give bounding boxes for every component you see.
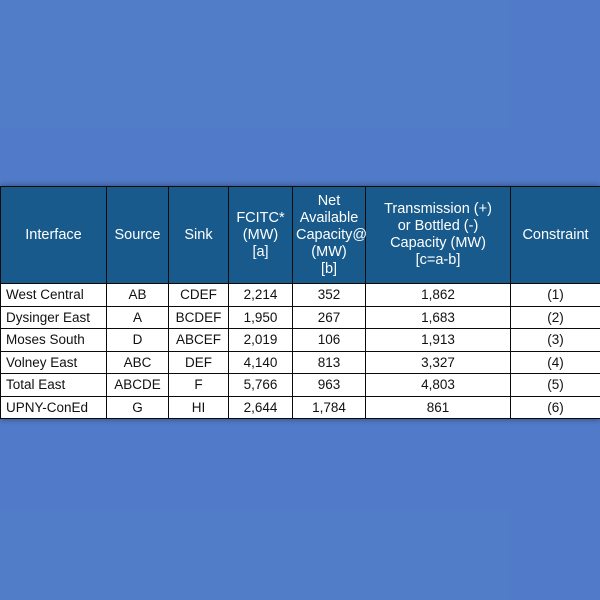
cell-interface: UPNY-ConEd: [0, 395, 107, 419]
cell-sink: CDEF: [168, 283, 229, 307]
cell-sink: DEF: [168, 350, 229, 374]
cell-source: ABCDE: [106, 373, 169, 397]
cell-fcitc: 2,214: [228, 283, 293, 307]
cell-source: AB: [106, 283, 169, 307]
header-text-line: [a]: [252, 243, 269, 260]
cell-source: D: [106, 328, 169, 352]
cell-transmission-capacity: 1,862: [365, 283, 511, 307]
cell-source: ABC: [106, 350, 169, 374]
cell-interface: Total East: [0, 373, 107, 397]
cell-fcitc: 1,950: [228, 305, 293, 329]
cell-net-available-capacity: 352: [292, 283, 366, 307]
cell-net-available-capacity: 963: [292, 373, 366, 397]
header-text-line: Constraint: [522, 226, 589, 243]
table-row: Total East ABCDE F 5,766 963 4,803 (5): [0, 373, 600, 397]
cell-net-available-capacity: 106: [292, 328, 366, 352]
header-text-line: or Bottled (-): [397, 218, 479, 234]
column-header-constraint: Constraint: [510, 186, 600, 284]
header-text-line: Source: [114, 226, 161, 243]
table-header-row: Interface Source Sink FCITC* (MW) [a] Net Avail…: [0, 186, 600, 284]
cell-net-available-capacity: 267: [292, 305, 366, 329]
table-row: Volney East ABC DEF 4,140 813 3,327 (4): [0, 350, 600, 374]
column-header-transmission-capacity: Transmission (+) or Bottled (-) Capacity (…: [365, 186, 511, 284]
header-text-line: [c=a-b]: [415, 252, 461, 268]
column-header-sink: Sink: [168, 186, 229, 284]
header-text-line: Available: [299, 209, 359, 226]
cell-fcitc: 2,019: [228, 328, 293, 352]
cell-transmission-capacity: 1,683: [365, 305, 511, 329]
cell-fcitc: 4,140: [228, 350, 293, 374]
cell-interface: Moses South: [0, 328, 107, 352]
header-text-line: Capacity@: [296, 226, 368, 243]
header-text-line: Sink: [184, 226, 213, 243]
header-text-line: (MW): [311, 243, 347, 260]
header-text-line: (MW): [242, 226, 279, 243]
cell-constraint: (6): [510, 395, 600, 419]
cell-interface: West Central: [0, 283, 107, 307]
cell-interface: Volney East: [0, 350, 107, 374]
cell-net-available-capacity: 1,784: [292, 395, 366, 419]
header-text-line: Net: [317, 192, 341, 209]
table-card: Interface Source Sink FCITC* (MW) [a] Net Avail…: [0, 186, 600, 419]
column-header-net-available-capacity: Net Available Capacity@ (MW) [b]: [292, 186, 368, 284]
cell-constraint: (4): [510, 350, 600, 374]
table-row: West Central AB CDEF 2,214 352 1,862 (1): [0, 283, 600, 307]
cell-constraint: (3): [510, 328, 600, 352]
cell-sink: BCDEF: [168, 305, 229, 329]
cell-constraint: (1): [510, 283, 600, 307]
cell-interface: Dysinger East: [0, 305, 107, 329]
header-text-line: [b]: [320, 260, 338, 277]
cell-source: A: [106, 305, 169, 329]
table-body: West Central AB CDEF 2,214 352 1,862 (1) Dysing…: [0, 283, 600, 419]
header-text-line: FCITC*: [236, 209, 285, 226]
cell-net-available-capacity: 813: [292, 350, 366, 374]
header-text-line: Transmission (+): [384, 201, 492, 217]
cell-fcitc: 2,644: [228, 395, 293, 419]
cell-transmission-capacity: 4,803: [365, 373, 511, 397]
column-header-interface: Interface: [0, 186, 107, 284]
interface-capacity-table: Interface Source Sink FCITC* (MW) [a] Net Avail…: [0, 186, 600, 419]
header-text-line: Interface: [25, 226, 82, 243]
cell-transmission-capacity: 1,913: [365, 328, 511, 352]
cell-sink: HI: [168, 395, 229, 419]
header-text-line: Capacity (MW): [390, 235, 486, 251]
cell-transmission-capacity: 861: [365, 395, 511, 419]
table-row: Dysinger East A BCDEF 1,950 267 1,683 (2): [0, 305, 600, 329]
column-header-source: Source: [106, 186, 169, 284]
cell-transmission-capacity: 3,327: [365, 350, 511, 374]
table-row: Moses South D ABCEF 2,019 106 1,913 (3): [0, 328, 600, 352]
cell-source: G: [106, 395, 169, 419]
column-header-fcitc: FCITC* (MW) [a]: [228, 186, 293, 284]
table-row: UPNY-ConEd G HI 2,644 1,784 861 (6): [0, 395, 600, 419]
cell-sink: F: [168, 373, 229, 397]
cell-constraint: (5): [510, 373, 600, 397]
cell-fcitc: 5,766: [228, 373, 293, 397]
cell-sink: ABCEF: [168, 328, 229, 352]
cell-constraint: (2): [510, 305, 600, 329]
